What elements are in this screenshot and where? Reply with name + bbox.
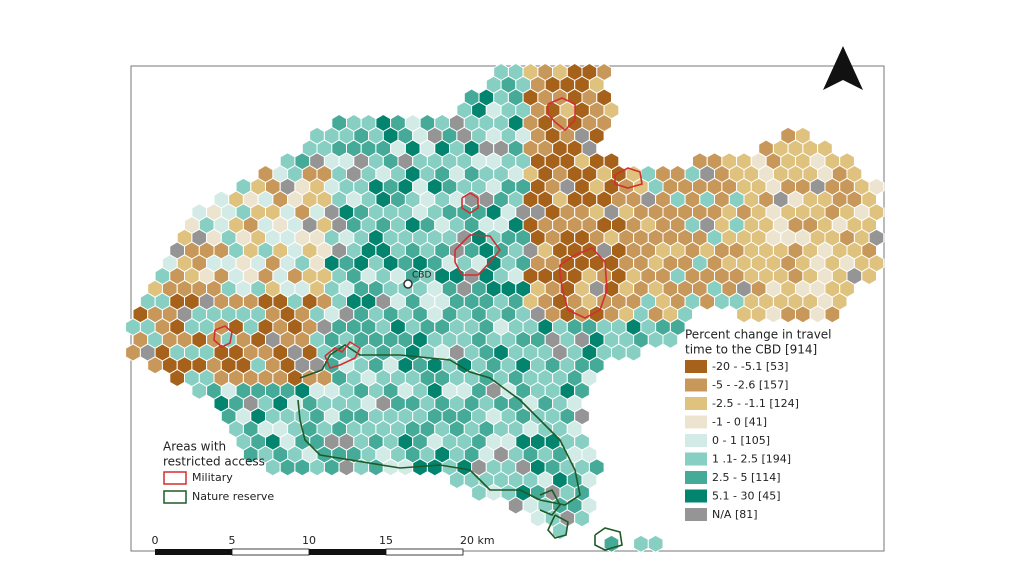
hex-cell bbox=[309, 458, 325, 477]
legend-label: -1 - 0 [41] bbox=[712, 416, 767, 429]
hex-cell bbox=[323, 458, 340, 477]
legend-title: Percent change in travel bbox=[685, 328, 832, 342]
hex-cell bbox=[625, 343, 642, 362]
restricted-title: restricted access bbox=[163, 455, 265, 469]
restricted-label: Nature reserve bbox=[192, 490, 274, 503]
scale-segment bbox=[155, 549, 232, 555]
military-outline bbox=[461, 192, 479, 214]
map-frame bbox=[130, 65, 885, 552]
legend-swatch bbox=[685, 489, 707, 503]
nature-reserve-outline bbox=[539, 488, 561, 516]
military-outline bbox=[614, 167, 643, 189]
legend-swatch bbox=[685, 508, 707, 521]
hex-cell bbox=[125, 343, 141, 362]
hex-cell bbox=[449, 470, 465, 490]
hex-cell bbox=[647, 534, 664, 553]
restricted-legend: Areas with restricted access Military Nat… bbox=[163, 440, 274, 504]
hex-cell bbox=[574, 509, 590, 528]
legend-swatch bbox=[685, 434, 707, 447]
scale-label: 0 bbox=[152, 534, 159, 547]
hex-cell bbox=[265, 458, 281, 477]
hex-cell bbox=[611, 343, 627, 362]
scale-segment bbox=[309, 549, 386, 555]
legend-label: N/A [81] bbox=[712, 508, 758, 521]
legend-swatch bbox=[685, 378, 707, 392]
hex-cell bbox=[169, 368, 185, 388]
legend-swatch bbox=[685, 360, 707, 373]
legend-label: 1 .1- 2.5 [194] bbox=[712, 453, 791, 466]
legend-title: time to the CBD [914] bbox=[685, 343, 817, 357]
scale-label: 10 bbox=[302, 534, 316, 547]
legend-swatch bbox=[685, 415, 707, 429]
restricted-areas bbox=[213, 97, 643, 551]
nature-reserve-outline bbox=[594, 527, 623, 551]
hex-cell bbox=[279, 458, 296, 477]
legend-swatch bbox=[685, 452, 707, 466]
legend-swatch bbox=[685, 471, 707, 484]
restricted-swatch bbox=[163, 471, 187, 485]
hex-cell bbox=[191, 381, 208, 400]
hex-cell bbox=[861, 266, 877, 286]
hex-cell bbox=[147, 356, 163, 375]
legend-label: 0 - 1 [105] bbox=[712, 434, 770, 447]
legend-label: -5 - -2.6 [157] bbox=[712, 379, 788, 392]
hex-cell bbox=[426, 458, 443, 477]
military-outline bbox=[547, 97, 576, 132]
legend-label: -2.5 - -1.1 [124] bbox=[712, 397, 799, 410]
legend-label: -20 - -5.1 [53] bbox=[712, 360, 788, 373]
hex-cell bbox=[338, 458, 355, 477]
hex-cell bbox=[662, 330, 679, 349]
military-outline bbox=[559, 247, 608, 319]
hex-cell bbox=[736, 305, 752, 324]
legend-label: 5.1 - 30 [45] bbox=[712, 490, 781, 503]
legend: Percent change in travel time to the CBD… bbox=[685, 328, 832, 521]
hex-cell bbox=[809, 305, 826, 324]
hex-cell bbox=[507, 496, 524, 515]
hex-cell bbox=[780, 305, 796, 324]
hex-cell bbox=[699, 292, 715, 311]
north-arrow bbox=[823, 46, 863, 90]
cbd-label: CBD bbox=[412, 271, 431, 281]
restricted-swatch bbox=[163, 490, 187, 504]
hex-cell bbox=[603, 534, 620, 553]
hex-cell bbox=[765, 305, 782, 324]
hex-cell bbox=[633, 534, 649, 553]
hex-cell bbox=[530, 509, 546, 528]
hex-cell bbox=[471, 483, 487, 502]
scale-label: 20 km bbox=[460, 534, 495, 547]
military-outline bbox=[213, 325, 233, 348]
restricted-label: Military bbox=[192, 471, 233, 484]
hex-cell bbox=[647, 330, 664, 349]
hex-cell bbox=[824, 305, 841, 324]
scale-segment bbox=[385, 548, 464, 556]
scale-segment bbox=[231, 548, 310, 556]
military-outline bbox=[324, 340, 362, 369]
military-outline bbox=[454, 234, 502, 276]
cbd-marker bbox=[403, 279, 413, 289]
hex-cell bbox=[294, 458, 311, 477]
scale-bar: 0 5 10 15 20 km bbox=[152, 534, 495, 556]
hex-cell bbox=[795, 305, 811, 324]
hex-cell bbox=[714, 292, 730, 311]
scale-label: 5 bbox=[229, 534, 236, 547]
legend-swatch bbox=[685, 397, 707, 410]
hex-cell bbox=[368, 458, 384, 477]
scale-label: 15 bbox=[379, 534, 393, 547]
hex-grid bbox=[125, 62, 885, 553]
legend-label: 2.5 - 5 [114] bbox=[712, 471, 781, 484]
nature-reserve-outline bbox=[297, 344, 581, 506]
hex-cell bbox=[750, 305, 767, 324]
nature-reserve-outline bbox=[547, 514, 569, 539]
hex-cell bbox=[485, 483, 502, 502]
restricted-title: Areas with bbox=[163, 440, 226, 454]
